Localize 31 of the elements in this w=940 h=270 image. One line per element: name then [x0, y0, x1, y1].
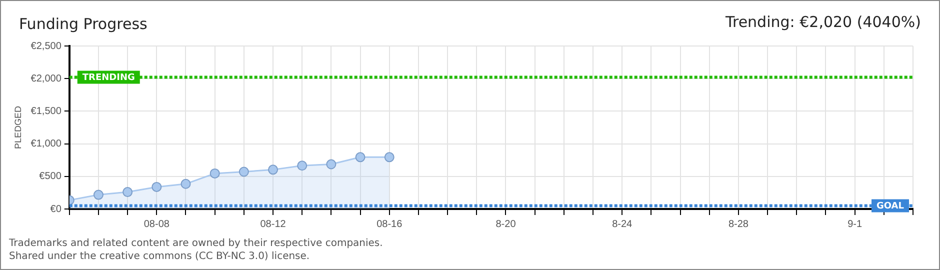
- y-tick-label: €2,500: [30, 40, 62, 52]
- point: [93, 190, 104, 200]
- x-tick-label: 9-1: [848, 218, 862, 230]
- y-tick-label: €0: [50, 204, 62, 215]
- text: Trademarks and related content are owned by their respective companies.: [9, 237, 383, 250]
- point: [238, 166, 249, 177]
- ref-line-label: TRENDING: [82, 73, 135, 84]
- point: [122, 187, 133, 198]
- point: [180, 178, 191, 189]
- x-tick-label: 08-08: [144, 218, 170, 230]
- x-tick-label: 8-20: [496, 218, 516, 230]
- point: [268, 164, 278, 175]
- x-tick-label: 8-24: [612, 218, 633, 230]
- x-tick-label: 08-16: [376, 218, 403, 230]
- y-axis-title: PLEDGED: [12, 105, 23, 150]
- x-tick-label: 08-12: [260, 218, 286, 230]
- text: Shared under the creative commons (CC BY-NC 3.0) license.: [9, 250, 311, 263]
- y-tick-label: €500: [39, 171, 62, 182]
- point: [297, 160, 308, 171]
- point: [152, 182, 162, 192]
- point: [210, 168, 220, 178]
- ref-line-label: GOAL: [876, 202, 904, 212]
- point: [355, 152, 366, 162]
- chart-subtitle: Trending: €2,020 (4040%): [726, 13, 921, 31]
- y-tick-label: €1,000: [30, 138, 62, 150]
- y-tick-label: €1,500: [30, 106, 62, 117]
- point: [384, 152, 394, 162]
- y-tick-label: €2,000: [30, 73, 62, 84]
- x-tick-label: 8-28: [728, 218, 749, 230]
- chart-title: Funding Progress: [19, 15, 148, 33]
- point: [326, 159, 336, 170]
